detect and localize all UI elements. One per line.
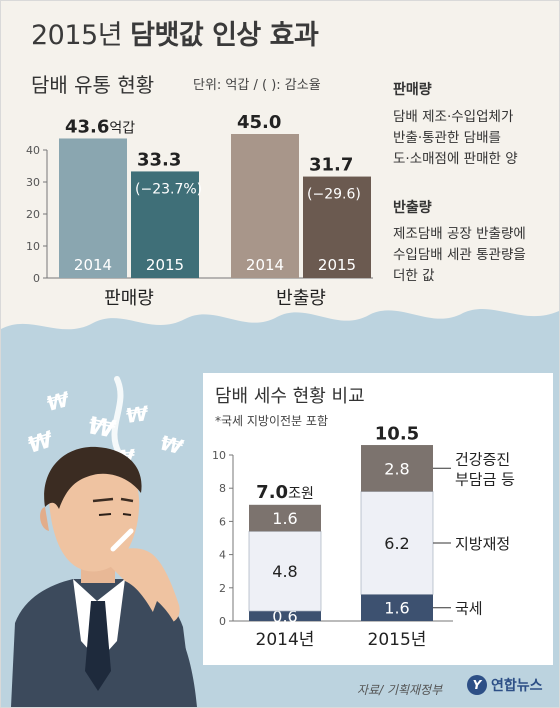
category-label: 2015년 — [368, 630, 427, 650]
distribution-chart: 0 10 20 30 40 2014 43.6억갑 2015 33.3 (−23.7%) 판매량 20… — [26, 112, 373, 309]
man-hand — [105, 548, 180, 624]
y-tick-label: 30 — [26, 176, 40, 189]
definition-shipment-line: 수입담배 세관 통관량을 — [393, 247, 526, 263]
page-title: 2015년 담뱃값 인상 효과 — [31, 13, 319, 52]
stack-total-label: 10.5 — [375, 424, 419, 445]
category-label: 2014년 — [256, 630, 315, 650]
cloud-edge-illustration — [1, 295, 559, 324]
man-eyebrow — [92, 497, 134, 503]
stack-segment — [360, 491, 434, 595]
won-symbol-icon: ₩ — [124, 401, 150, 428]
series-label: 지방재정 — [455, 535, 510, 553]
group-label: 반출량 — [276, 288, 326, 309]
series-label: 부담금 등 — [455, 470, 515, 488]
y-tick-label: 6 — [219, 515, 226, 528]
definition-shipment-heading: 반출량 — [393, 200, 432, 216]
yonhap-logo: Y 연합뉴스 — [467, 675, 543, 695]
stack-segment — [361, 594, 433, 621]
y-tick-label: 2 — [219, 582, 226, 595]
group-label: 판매량 — [104, 288, 154, 309]
bar-year-label: 2015 — [146, 256, 184, 274]
bar — [303, 176, 371, 278]
segment-value-label: 4.8 — [272, 562, 297, 581]
man-eye — [98, 513, 132, 516]
stack-total-label: 7.0조원 — [256, 482, 314, 503]
man-tie — [85, 601, 111, 691]
bar-value-label: 45.0 — [237, 112, 281, 133]
bar — [131, 171, 199, 278]
source-note: 자료/ 기획재정부 — [357, 683, 443, 697]
y-tick-label: 10 — [26, 240, 40, 253]
series-label: 국세 — [455, 600, 483, 618]
man-hair — [44, 446, 142, 509]
yonhap-logo-text: 연합뉴스 — [491, 678, 543, 694]
stack-segment — [249, 504, 321, 532]
distribution-unit-note: 단위: 억갑 / ( ): 감소율 — [193, 78, 321, 93]
tax-chart-footnote: *국세 지방이전분 포함 — [215, 414, 328, 428]
y-tick-label: 40 — [26, 144, 40, 157]
segment-value-label: 2.8 — [384, 459, 409, 478]
series-label: 건강증진 — [455, 450, 510, 468]
bar — [59, 138, 127, 278]
definition-shipment-line: 제조담배 공장 반출량에 — [393, 226, 526, 242]
bar-value-label: 33.3 — [137, 149, 181, 170]
segment-value-label: 1.6 — [272, 509, 297, 528]
bar-change-label: (−29.6) — [307, 187, 361, 203]
y-tick-label: 4 — [219, 549, 226, 562]
y-tick-label: 10 — [212, 449, 226, 462]
definition-sales-line: 담배 제조·수입업체가 — [393, 109, 514, 125]
definition-sales-heading: 판매량 — [393, 82, 432, 98]
stack-segment — [249, 611, 321, 621]
smoking-man-illustration — [11, 446, 197, 707]
title-main: 담뱃값 인상 효과 — [130, 20, 319, 51]
y-tick-label: 20 — [26, 208, 40, 221]
stack-segment — [361, 445, 433, 492]
bar-value-label: 43.6억갑 — [65, 116, 135, 137]
definition-shipment-line: 더한 값 — [393, 268, 435, 284]
title-year: 2015년 — [31, 20, 123, 51]
bar — [231, 134, 299, 278]
y-tick-label: 0 — [33, 272, 40, 285]
segment-value-label: 0.6 — [272, 607, 297, 626]
bar-value-label: 31.7 — [309, 155, 353, 176]
bar-year-label: 2015 — [318, 256, 356, 274]
yonhap-logo-icon: Y — [467, 675, 487, 695]
cigarette — [110, 528, 134, 552]
bar-year-label: 2014 — [74, 256, 112, 274]
y-tick-label: 8 — [219, 482, 226, 495]
tax-chart-title: 담배 세수 현황 비교 — [215, 386, 365, 407]
bar-change-label: (−23.7%) — [135, 181, 202, 197]
segment-value-label: 1.6 — [384, 599, 409, 618]
bar-year-label: 2014 — [246, 256, 284, 274]
y-tick-label: 0 — [219, 615, 226, 628]
segment-value-label: 6.2 — [384, 534, 409, 553]
man-sleeve — [148, 601, 197, 707]
man-ear — [40, 507, 49, 531]
definition-sales-line: 반출·통관한 담배를 — [393, 130, 501, 146]
distribution-title: 담배 유통 현황 — [31, 73, 155, 97]
definition-sales-line: 도·소매점에 판매한 양 — [393, 151, 518, 167]
